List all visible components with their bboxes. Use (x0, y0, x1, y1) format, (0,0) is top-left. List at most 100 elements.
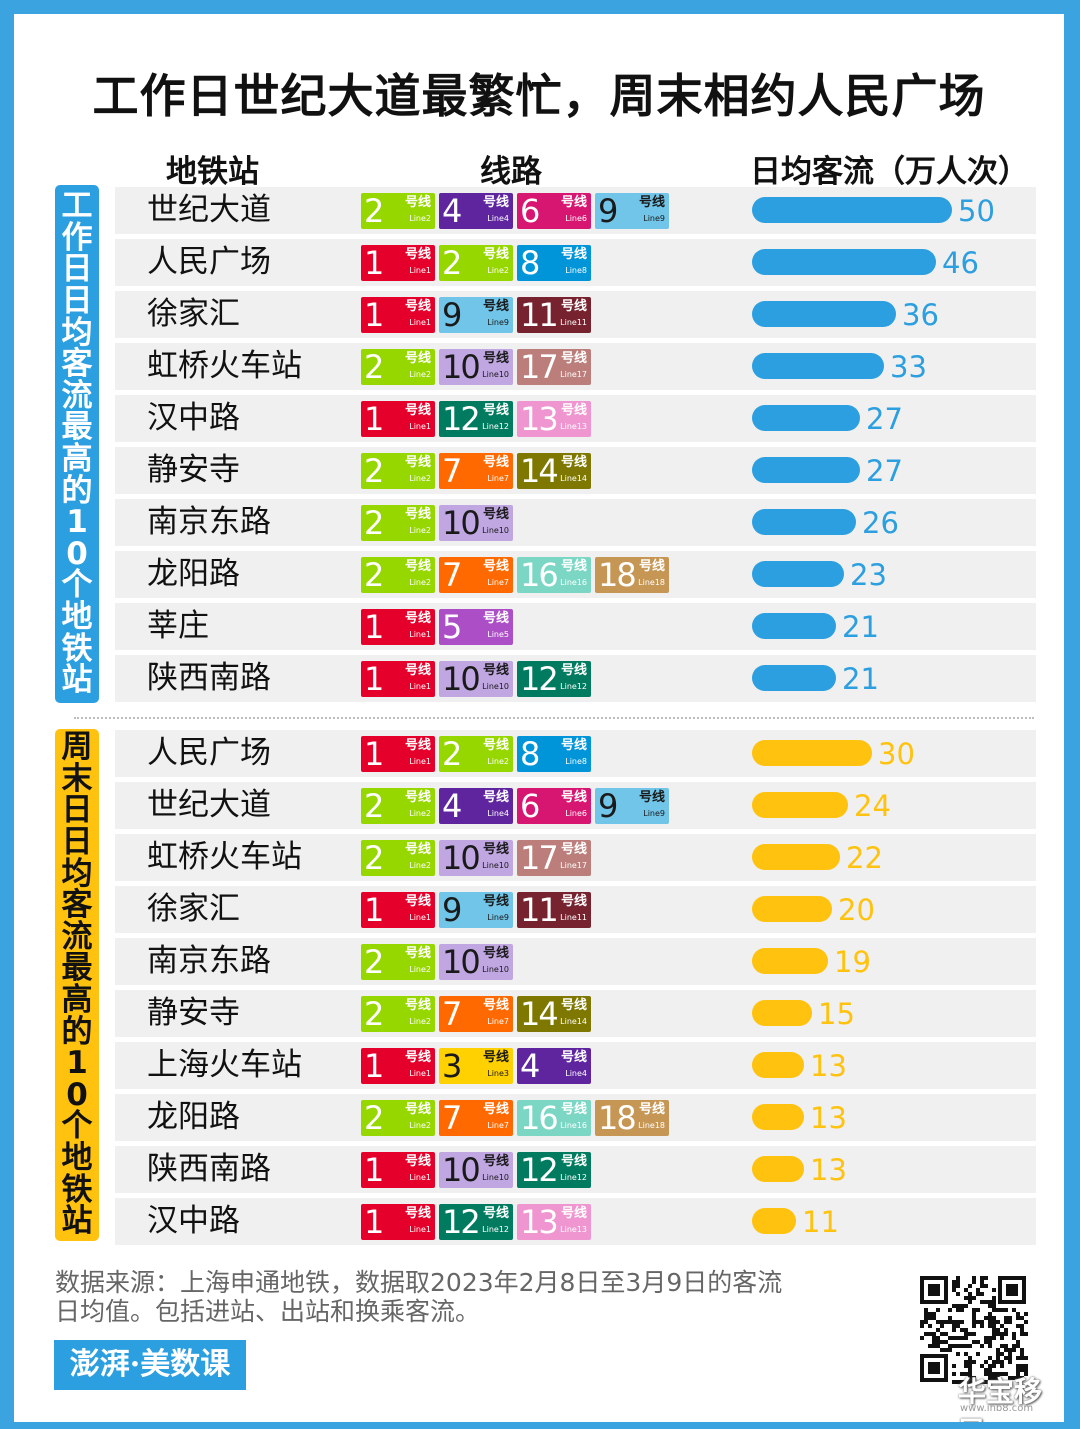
line-number: 10 (442, 661, 481, 697)
line-hx: 号线 (404, 351, 431, 366)
station-name: 静安寺 (147, 995, 240, 1031)
line-badge-5: 5 号线 Line5 (439, 609, 513, 645)
line-hx: 号线 (482, 351, 509, 366)
line-en: Line2 (409, 965, 431, 974)
weekend-label-char: 地 (61, 1140, 93, 1177)
weekday-label-char: 日 (61, 251, 93, 288)
line-hx: 号线 (482, 1154, 509, 1169)
line-hx: 号线 (560, 1206, 587, 1221)
line-hx: 号线 (482, 790, 509, 805)
line-number: 2 (364, 193, 384, 229)
line-en: Line11 (560, 913, 587, 922)
line-number: 14 (520, 453, 559, 489)
line-badge-9: 9 号线 Line9 (439, 297, 513, 333)
line-number: 4 (442, 193, 462, 229)
line-badge-2: 2 号线 Line2 (361, 505, 435, 541)
line-number: 12 (520, 1152, 559, 1188)
line-en: Line10 (482, 682, 509, 691)
weekend-label-char: 站 (61, 1203, 93, 1240)
bar (752, 509, 856, 535)
line-number: 1 (364, 1152, 384, 1188)
line-en: Line9 (487, 913, 509, 922)
weekday-label-char: 客 (61, 346, 93, 383)
line-number: 1 (364, 1048, 384, 1084)
data-label: 27 (866, 454, 903, 488)
table-row: 上海火车站 1 号线 Line1 3 号线 Line3 4 号线 Line4 13 (115, 1042, 1036, 1089)
station-name: 莘庄 (147, 608, 209, 644)
line-hx: 号线 (404, 738, 431, 753)
line-hx: 号线 (482, 299, 509, 314)
weekday-label-char: 0 (66, 535, 88, 572)
bar (752, 1052, 804, 1078)
line-badge-13: 13 号线 Line13 (517, 401, 591, 437)
line-hx: 号线 (482, 842, 509, 857)
line-number: 13 (520, 401, 559, 437)
line-number: 13 (520, 1204, 559, 1240)
weekend-label-char: 最 (61, 950, 93, 987)
line-badge-6: 6 号线 Line6 (517, 193, 591, 229)
line-number: 6 (520, 193, 540, 229)
line-badge-2: 2 号线 Line2 (361, 788, 435, 824)
line-en: Line10 (482, 861, 509, 870)
line-en: Line16 (560, 578, 587, 587)
weekday-label-char: 最 (61, 409, 93, 446)
line-en: Line9 (643, 214, 665, 223)
line-badge-1: 1 号线 Line1 (361, 609, 435, 645)
line-en: Line9 (643, 809, 665, 818)
line-badge-13: 13 号线 Line13 (517, 1204, 591, 1240)
line-badge-7: 7 号线 Line7 (439, 557, 513, 593)
table-row: 人民广场 1 号线 Line1 2 号线 Line2 8 号线 Line8 30 (115, 730, 1036, 777)
line-badge-11: 11 号线 Line11 (517, 892, 591, 928)
station-name: 人民广场 (147, 735, 271, 771)
table-row: 徐家汇 1 号线 Line1 9 号线 Line9 11 号线 Line11 36 (115, 291, 1036, 338)
line-hx: 号线 (638, 790, 665, 805)
weekday-label-char: 1 (66, 504, 88, 541)
data-label: 23 (850, 558, 887, 592)
bar (752, 1208, 796, 1234)
bar (752, 1104, 804, 1130)
line-number: 12 (442, 1204, 481, 1240)
line-hx: 号线 (404, 611, 431, 626)
line-badge-10: 10 号线 Line10 (439, 944, 513, 980)
table-row: 静安寺 2 号线 Line2 7 号线 Line7 14 号线 Line14 27 (115, 447, 1036, 494)
bar (752, 665, 836, 691)
data-label: 27 (866, 402, 903, 436)
weekend-label-char: 高 (61, 982, 93, 1018)
line-hx: 号线 (482, 738, 509, 753)
line-number: 11 (520, 297, 559, 333)
bar (752, 740, 872, 766)
line-number: 2 (364, 840, 384, 876)
station-name: 陕西南路 (147, 1151, 271, 1187)
line-number: 5 (442, 609, 462, 645)
line-badge-9: 9 号线 Line9 (595, 788, 669, 824)
station-name: 世纪大道 (147, 192, 271, 228)
line-badge-2: 2 号线 Line2 (439, 245, 513, 281)
line-badge-12: 12 号线 Line12 (439, 401, 513, 437)
station-name: 虹桥火车站 (147, 839, 302, 875)
bar (752, 792, 848, 818)
line-en: Line1 (409, 757, 431, 766)
line-en: Line7 (487, 1017, 509, 1026)
line-number: 12 (442, 401, 481, 437)
line-hx: 号线 (560, 738, 587, 753)
line-en: Line2 (409, 526, 431, 535)
line-number: 10 (442, 349, 481, 385)
line-number: 6 (520, 788, 540, 824)
line-en: Line5 (487, 630, 509, 639)
data-label: 21 (842, 662, 879, 696)
line-en: Line9 (487, 318, 509, 327)
weekday-label-char: 日 (61, 282, 93, 319)
line-number: 1 (364, 1204, 384, 1240)
weekend-label-char: 周 (61, 729, 93, 766)
line-hx: 号线 (638, 559, 665, 574)
source-line-2: 日均值。包括进站、出站和换乘客流。 (55, 1297, 481, 1326)
line-number: 2 (442, 736, 462, 772)
line-number: 18 (598, 1100, 637, 1136)
line-en: Line8 (565, 266, 587, 275)
line-number: 17 (520, 840, 559, 876)
table-row: 莘庄 1 号线 Line1 5 号线 Line5 21 (115, 603, 1036, 650)
line-number: 16 (520, 1100, 559, 1136)
line-badge-12: 12 号线 Line12 (439, 1204, 513, 1240)
line-number: 8 (520, 736, 540, 772)
line-badge-18: 18 号线 Line18 (595, 1100, 669, 1136)
